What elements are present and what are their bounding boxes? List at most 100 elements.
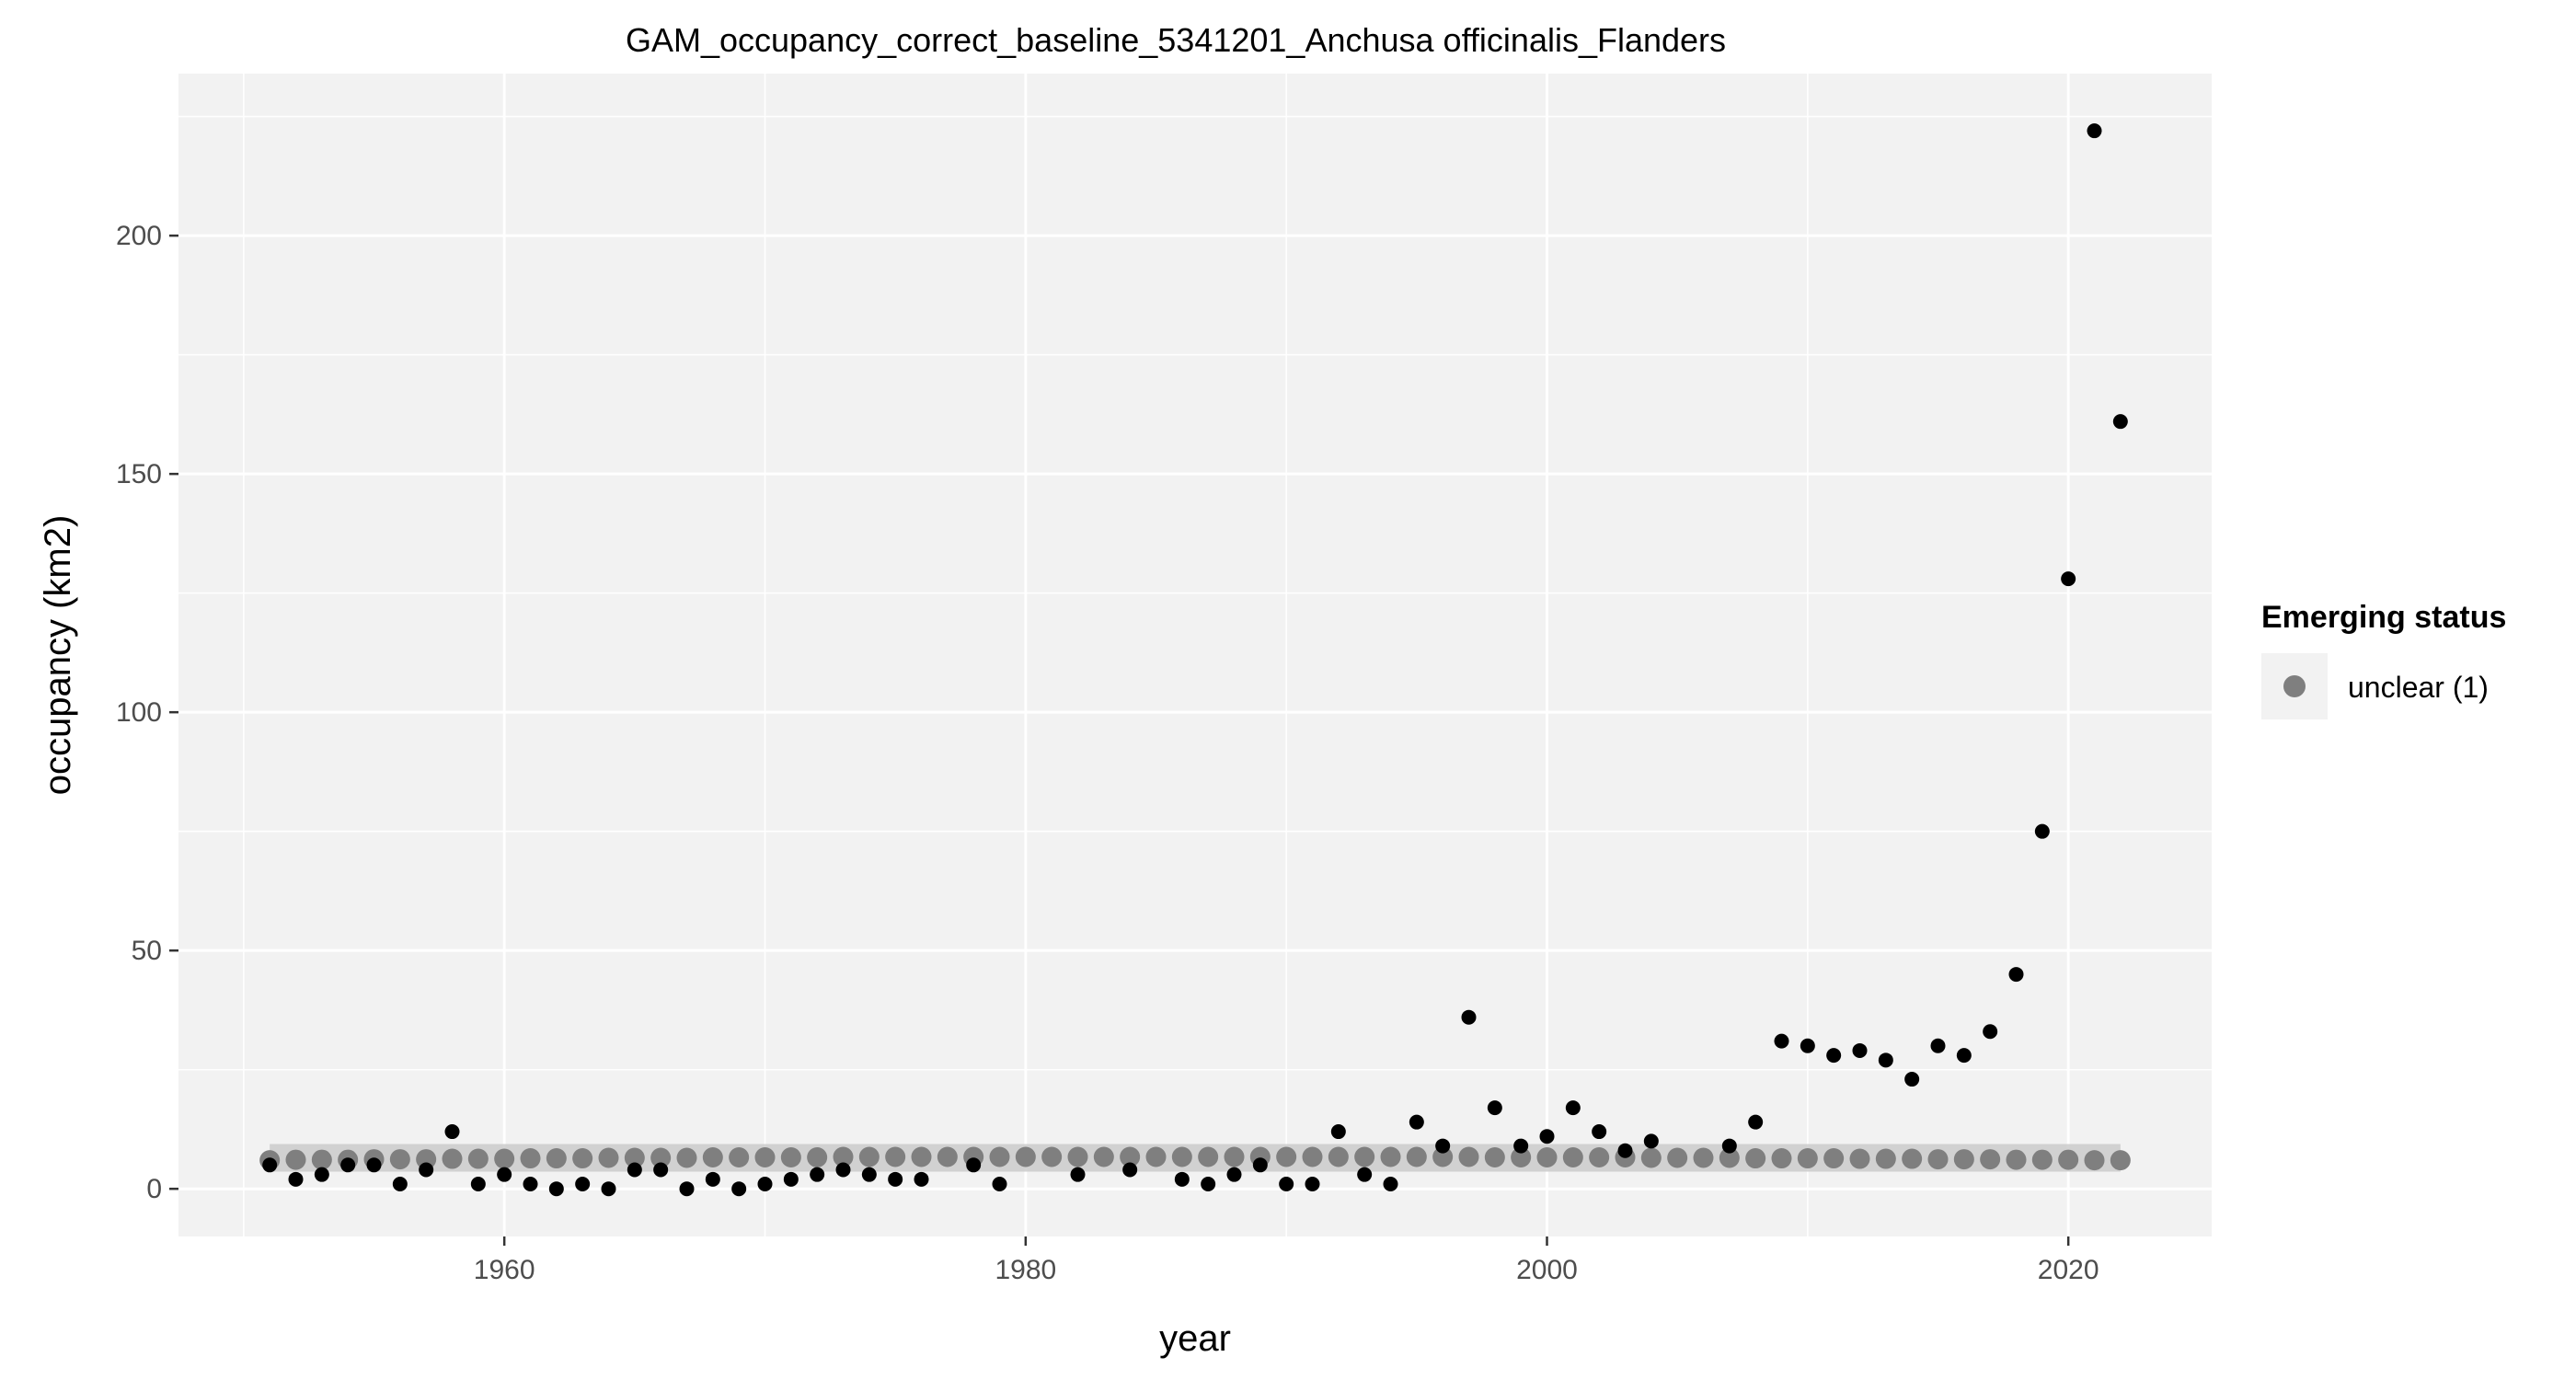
observed-point xyxy=(1774,1033,1789,1049)
observed-point xyxy=(1201,1177,1216,1192)
fit-point xyxy=(1745,1148,1766,1169)
fit-point xyxy=(833,1146,854,1167)
fit-point xyxy=(729,1147,750,1168)
observed-point xyxy=(288,1171,304,1187)
fit-point xyxy=(1823,1148,1845,1169)
y-tick-label: 0 xyxy=(146,1174,162,1204)
observed-point xyxy=(1435,1138,1451,1154)
fit-point xyxy=(1797,1148,1818,1169)
fit-point xyxy=(1511,1147,1532,1168)
fit-point xyxy=(1849,1148,1870,1169)
x-axis: 1960 1980 2000 2020 xyxy=(474,1236,2099,1285)
observed-point xyxy=(2008,967,2024,983)
fit-point xyxy=(416,1149,437,1170)
observed-point xyxy=(2112,414,2128,430)
fit-point xyxy=(1902,1148,1923,1169)
fit-point xyxy=(858,1146,880,1167)
fit-point xyxy=(1536,1147,1558,1168)
fit-point xyxy=(311,1149,332,1170)
observed-point xyxy=(835,1162,851,1178)
legend-title: Emerging status xyxy=(2261,600,2506,635)
chart-title: GAM_occupancy_correct_baseline_5341201_A… xyxy=(626,21,1726,59)
fit-point xyxy=(1120,1146,1141,1167)
fit-point xyxy=(676,1147,697,1168)
y-tick-label: 100 xyxy=(116,697,162,728)
fit-point xyxy=(989,1146,1010,1167)
observed-point xyxy=(1800,1038,1815,1053)
observed-point xyxy=(679,1181,695,1197)
observed-point xyxy=(1357,1167,1373,1182)
fit-point xyxy=(1589,1147,1610,1168)
observed-point xyxy=(1721,1138,1737,1154)
fit-point xyxy=(1093,1146,1114,1167)
fit-point xyxy=(1771,1148,1792,1169)
observed-point xyxy=(1383,1177,1398,1192)
observed-point xyxy=(1904,1072,1920,1087)
observed-point xyxy=(1122,1162,1138,1178)
fit-point xyxy=(885,1146,906,1167)
fit-point xyxy=(1354,1146,1375,1167)
observed-point xyxy=(1305,1177,1320,1192)
fit-point xyxy=(1953,1149,1974,1170)
observed-point xyxy=(992,1177,1007,1192)
legend: Emerging status unclear (1) xyxy=(2261,600,2506,719)
fit-point xyxy=(1224,1146,1245,1167)
observed-point xyxy=(783,1171,799,1187)
fit-point xyxy=(1875,1148,1896,1169)
fit-point xyxy=(1927,1149,1949,1170)
observed-point xyxy=(470,1177,486,1192)
observed-point xyxy=(1930,1038,1946,1053)
y-axis: 0 50 100 150 200 xyxy=(116,221,178,1204)
observed-point xyxy=(1565,1100,1581,1116)
fit-point xyxy=(1458,1146,1479,1167)
observed-point xyxy=(2087,123,2102,139)
fit-point xyxy=(1667,1147,1688,1168)
fit-point xyxy=(780,1147,801,1168)
fit-point xyxy=(1302,1146,1323,1167)
observed-point xyxy=(575,1177,591,1192)
x-tick-label: 1980 xyxy=(995,1255,1056,1285)
fit-point xyxy=(911,1146,932,1167)
observed-point xyxy=(1330,1124,1346,1140)
observed-point xyxy=(548,1181,564,1197)
fit-point xyxy=(467,1148,489,1169)
observed-point xyxy=(1409,1114,1424,1130)
x-tick-label: 2000 xyxy=(1516,1255,1578,1285)
fit-point xyxy=(2031,1149,2053,1170)
observed-point xyxy=(1226,1167,1242,1182)
plot-panel xyxy=(178,74,2212,1236)
fit-point xyxy=(494,1148,515,1169)
fit-point xyxy=(1276,1146,1297,1167)
observed-point xyxy=(1252,1157,1268,1173)
fit-point xyxy=(1562,1147,1583,1168)
x-axis-title: year xyxy=(1159,1318,1231,1359)
fit-point xyxy=(937,1146,958,1167)
fit-point xyxy=(2110,1150,2131,1171)
fit-point xyxy=(572,1148,593,1169)
fit-point xyxy=(702,1147,723,1168)
observed-point xyxy=(1956,1048,1972,1064)
observed-series xyxy=(262,123,2128,1197)
observed-point xyxy=(1852,1042,1868,1058)
fit-point xyxy=(1171,1146,1192,1167)
fit-point xyxy=(598,1147,619,1168)
observed-point xyxy=(1643,1133,1659,1149)
observed-point xyxy=(731,1181,747,1197)
fit-point xyxy=(1432,1146,1454,1167)
fit-point xyxy=(1693,1147,1714,1168)
observed-point xyxy=(705,1171,720,1187)
fit-point xyxy=(1328,1146,1349,1167)
observed-point xyxy=(1617,1143,1633,1158)
fit-point xyxy=(442,1148,463,1169)
observed-point xyxy=(1748,1114,1764,1130)
fit-point xyxy=(546,1148,567,1169)
fit-point xyxy=(1406,1146,1427,1167)
observed-point xyxy=(1983,1024,1998,1040)
observed-point xyxy=(523,1177,538,1192)
x-tick-label: 2020 xyxy=(2038,1255,2099,1285)
fit-point xyxy=(1640,1147,1662,1168)
observed-point xyxy=(914,1171,929,1187)
observed-point xyxy=(1070,1167,1086,1182)
y-tick-label: 200 xyxy=(116,221,162,251)
